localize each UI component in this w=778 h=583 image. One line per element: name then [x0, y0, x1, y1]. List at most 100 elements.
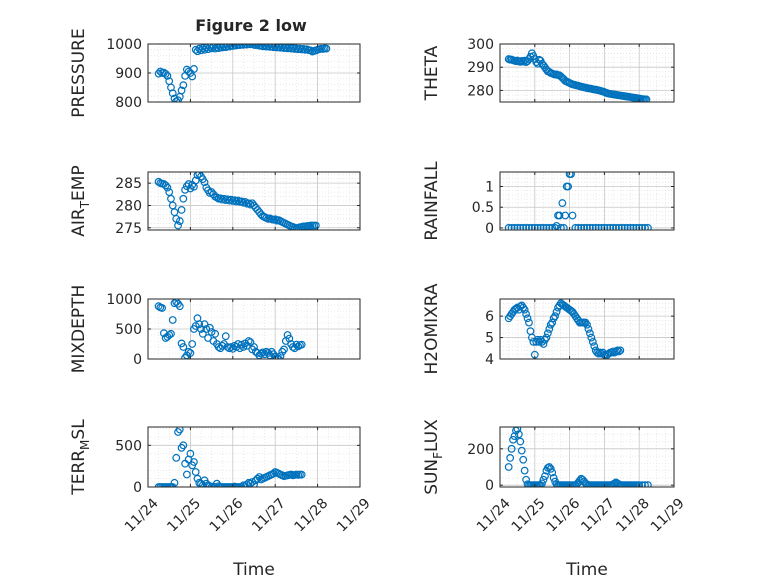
data-point — [626, 224, 635, 230]
data-point — [641, 481, 649, 487]
data-point — [177, 86, 186, 95]
data-point — [536, 224, 545, 230]
data-point — [519, 224, 528, 230]
data-point — [533, 335, 542, 344]
data-point — [567, 172, 575, 178]
y-tick-label: 200 — [467, 442, 494, 458]
data-point — [583, 480, 591, 487]
data-point — [613, 346, 622, 355]
data-point — [177, 206, 186, 214]
data-point — [168, 483, 177, 487]
data-point — [615, 480, 623, 487]
data-point — [641, 224, 649, 230]
data-point — [175, 302, 184, 311]
subplot-air-temp: 275 280 285 AIRTEMP — [69, 165, 361, 237]
y-tick-label: 900 — [115, 66, 142, 82]
data-point — [205, 323, 214, 332]
data-point — [174, 221, 182, 230]
data-point — [205, 482, 214, 487]
data-point — [177, 339, 186, 348]
data-point — [594, 349, 603, 358]
subplot-rainfall: 0 0.5 1 RAINFALL — [422, 161, 675, 241]
data-point — [594, 224, 603, 230]
data-point — [612, 224, 620, 230]
data-point — [635, 481, 644, 487]
data-point — [161, 181, 170, 190]
data-point — [552, 480, 561, 487]
y-tick-label: 290 — [467, 60, 494, 76]
data-point — [542, 333, 551, 342]
axes-box — [147, 171, 361, 231]
data-point — [195, 320, 204, 329]
data-point — [204, 481, 212, 487]
data-point — [551, 224, 559, 230]
data-point — [606, 224, 615, 230]
y-tick-label: 0 — [133, 352, 142, 368]
data-point — [184, 347, 193, 356]
data-point — [545, 224, 554, 230]
data-point — [506, 454, 515, 462]
data-point — [629, 224, 638, 230]
axes-box — [499, 171, 675, 231]
data-point — [551, 312, 559, 321]
data-point — [522, 224, 530, 230]
y-axis-label: RAINFALL — [422, 161, 442, 241]
data-point — [520, 56, 529, 65]
data-point — [539, 224, 548, 230]
data-point — [250, 343, 258, 351]
data-point — [297, 340, 306, 349]
data-point — [523, 480, 532, 487]
data-point — [297, 470, 306, 479]
data-point — [568, 211, 577, 220]
data-point — [558, 199, 567, 207]
data-point — [586, 329, 594, 338]
data-point — [163, 183, 172, 192]
data-point — [188, 72, 197, 81]
data-point — [644, 224, 652, 230]
data-point — [591, 224, 600, 230]
data-point — [190, 458, 198, 466]
data-point — [545, 325, 554, 333]
y-tick-label: 6 — [485, 309, 494, 325]
plot-area — [500, 44, 674, 102]
y-tick-label: 0 — [133, 480, 142, 496]
y-tick-label: 800 — [115, 95, 142, 111]
data-point — [179, 194, 188, 203]
data-point — [586, 224, 594, 230]
data-point — [593, 348, 602, 357]
data-series — [504, 172, 652, 230]
data-point — [250, 480, 258, 487]
data-series — [504, 427, 652, 487]
data-point — [642, 95, 651, 102]
data-point — [548, 318, 557, 327]
y-tick-label: 5 — [485, 331, 494, 347]
data-point — [612, 347, 620, 356]
data-point — [175, 427, 184, 434]
subplot-h2omixra: 4 5 6 H2OMIXRA — [422, 283, 675, 375]
data-series — [154, 299, 306, 359]
data-point — [546, 464, 555, 473]
subplot-theta: 280 290 300 THETA — [422, 37, 675, 103]
y-tick-label: 275 — [115, 221, 142, 237]
data-point — [188, 340, 197, 348]
data-point — [539, 475, 548, 484]
data-point — [274, 355, 283, 359]
data-point — [230, 196, 239, 205]
data-point — [237, 483, 246, 487]
data-point — [564, 182, 573, 191]
data-point — [218, 341, 227, 350]
data-point — [549, 474, 558, 482]
plot-area — [500, 172, 674, 230]
data-point — [223, 343, 232, 351]
data-point — [167, 329, 175, 338]
data-point — [635, 224, 644, 230]
y-axis-label: AIRTEMP — [69, 165, 92, 236]
data-point — [158, 304, 167, 312]
data-point — [581, 318, 590, 327]
data-point — [609, 347, 617, 356]
data-point — [539, 340, 548, 348]
data-point — [644, 481, 652, 487]
data-point — [311, 221, 320, 230]
data-point — [191, 45, 200, 54]
